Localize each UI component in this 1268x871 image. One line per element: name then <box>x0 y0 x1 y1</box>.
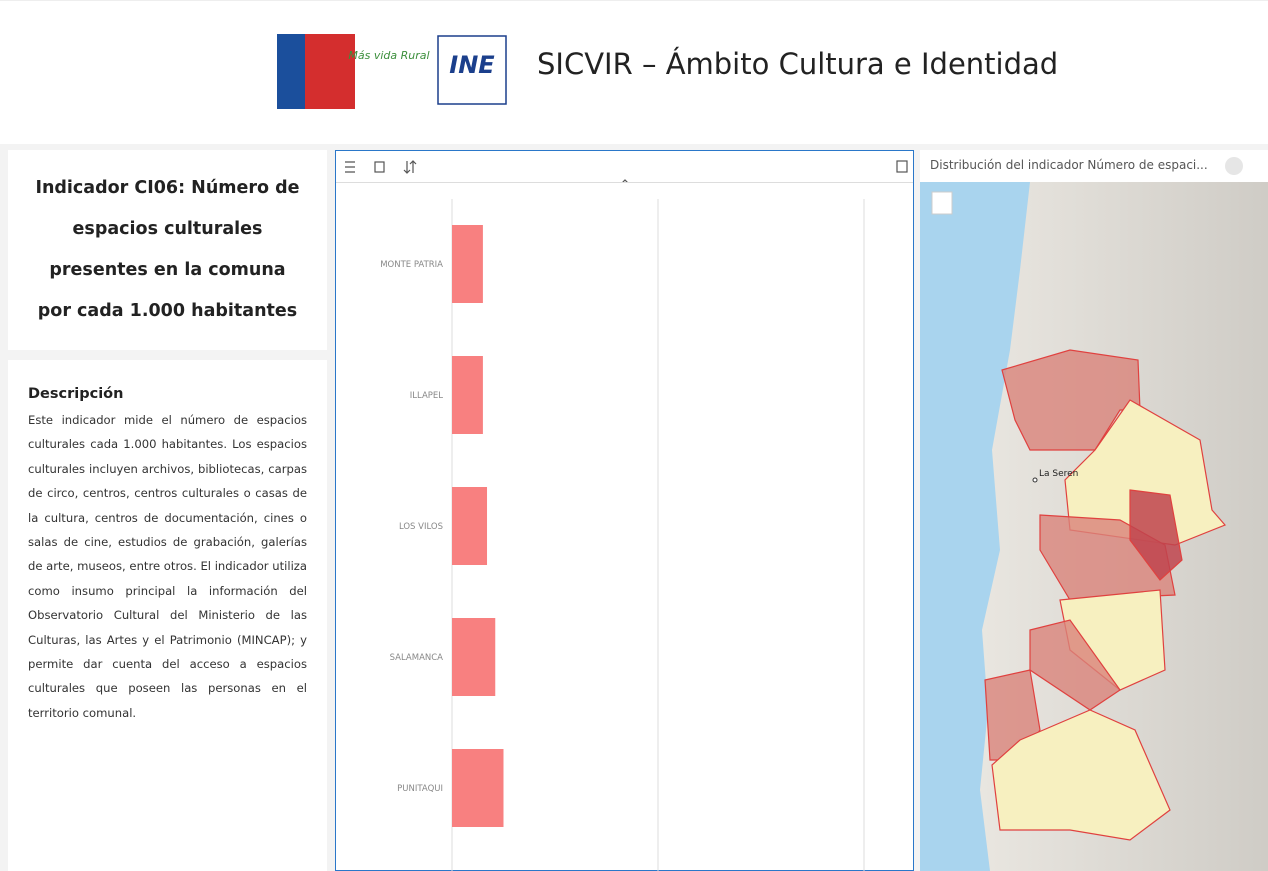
select-button[interactable] <box>375 162 384 172</box>
y-tick-label: PUNITAQUI <box>397 784 443 794</box>
header: Más vida Rural INE SICVIR – Ámbito Cultu… <box>0 0 1268 144</box>
y-tick-label: MONTE PATRIA <box>380 260 443 270</box>
description-heading: Descripción <box>28 386 307 402</box>
header-title: SICVIR – Ámbito Cultura e Identidad <box>537 47 1058 81</box>
expand-button[interactable] <box>897 161 907 172</box>
indicator-card: Indicador CI06: Número de espacios cultu… <box>8 150 327 350</box>
map-info-button[interactable] <box>1225 157 1243 175</box>
chart: MONTE PATRIA ILLAPEL LOS VILOS SALAMANCA PUN… <box>336 183 913 871</box>
y-tick-label: ILLAPEL <box>410 391 443 401</box>
bar <box>452 356 483 434</box>
y-tick-label: SALAMANCA <box>390 653 444 663</box>
bar <box>452 225 483 303</box>
legend-button[interactable] <box>345 162 355 172</box>
home-button[interactable] <box>932 192 952 214</box>
sort-button[interactable] <box>404 161 416 173</box>
bar <box>452 618 495 696</box>
y-tick-label: LOS VILOS <box>399 522 443 532</box>
page: {"header": {"title": "SICVIR – Ámbito Cu… <box>0 0 1268 871</box>
logo-text: INE <box>449 51 495 79</box>
bar <box>452 749 504 827</box>
bar <box>452 487 487 565</box>
place-dot <box>1033 478 1037 482</box>
indicator-title: Indicador CI06: Número de espacios cultu… <box>8 168 327 332</box>
description-text: Este indicador mide el número de espacio… <box>28 408 307 725</box>
map-panel: La Seren Distribución del indicador Núme… <box>920 150 1268 871</box>
logo-text: Más vida Rural <box>348 49 429 62</box>
toolbar-icons <box>336 151 915 182</box>
toolbar <box>336 151 913 183</box>
place-label: La Seren <box>1039 469 1078 479</box>
map-title: Distribución del indicador Número de esp… <box>930 158 1208 172</box>
map: La Seren <box>920 150 1268 871</box>
logos: Más vida Rural INE <box>0 1 520 144</box>
description-card: Descripción Este indicador mide el númer… <box>8 360 327 871</box>
gov-logo-band <box>277 34 305 109</box>
chart-panel: MONTE PATRIA ILLAPEL LOS VILOS SALAMANCA PUN… <box>335 150 914 871</box>
collapse-button[interactable] <box>622 180 628 182</box>
